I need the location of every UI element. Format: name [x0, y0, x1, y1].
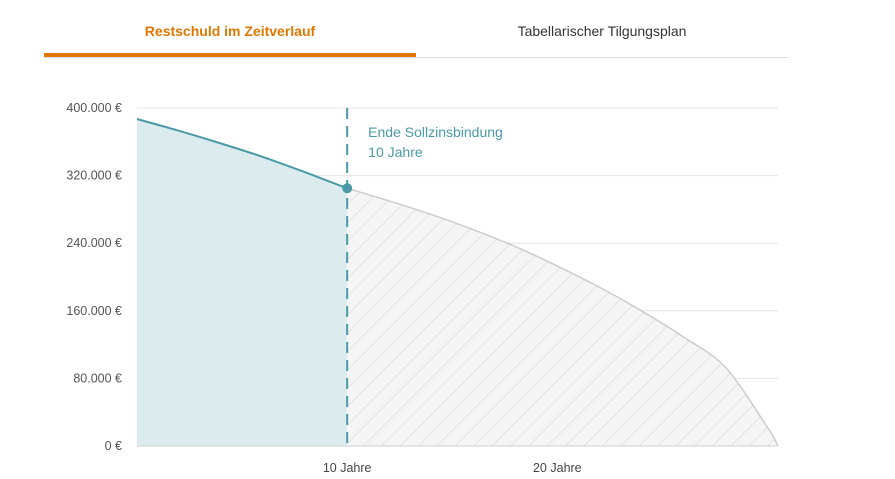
y-tick-label: 80.000 €	[73, 371, 122, 385]
x-tick-label: 20 Jahre	[533, 461, 582, 475]
tab-bar: Restschuld im Zeitverlauf Tabellarischer…	[44, 0, 788, 58]
sollzinsbindung-point	[342, 183, 353, 194]
series-1-area	[347, 188, 778, 446]
x-tick-label: 10 Jahre	[323, 461, 372, 475]
series-0-area	[137, 118, 348, 447]
annotation-line-1: Ende Sollzinsbindung	[368, 124, 503, 140]
y-tick-label: 320.000 €	[66, 169, 122, 183]
tab-tilgungsplan[interactable]: Tabellarischer Tilgungsplan	[517, 23, 687, 39]
y-tick-label: 160.000 €	[66, 304, 122, 318]
annotation-line-2: 10 Jahre	[368, 144, 423, 160]
series-1-line	[346, 187, 779, 447]
y-tick-label: 240.000 €	[66, 236, 122, 250]
y-tick-label: 400.000 €	[66, 101, 122, 115]
tab-restschuld[interactable]: Restschuld im Zeitverlauf	[44, 0, 416, 57]
series-0-line	[136, 118, 348, 190]
y-tick-label: 0 €	[105, 439, 122, 453]
